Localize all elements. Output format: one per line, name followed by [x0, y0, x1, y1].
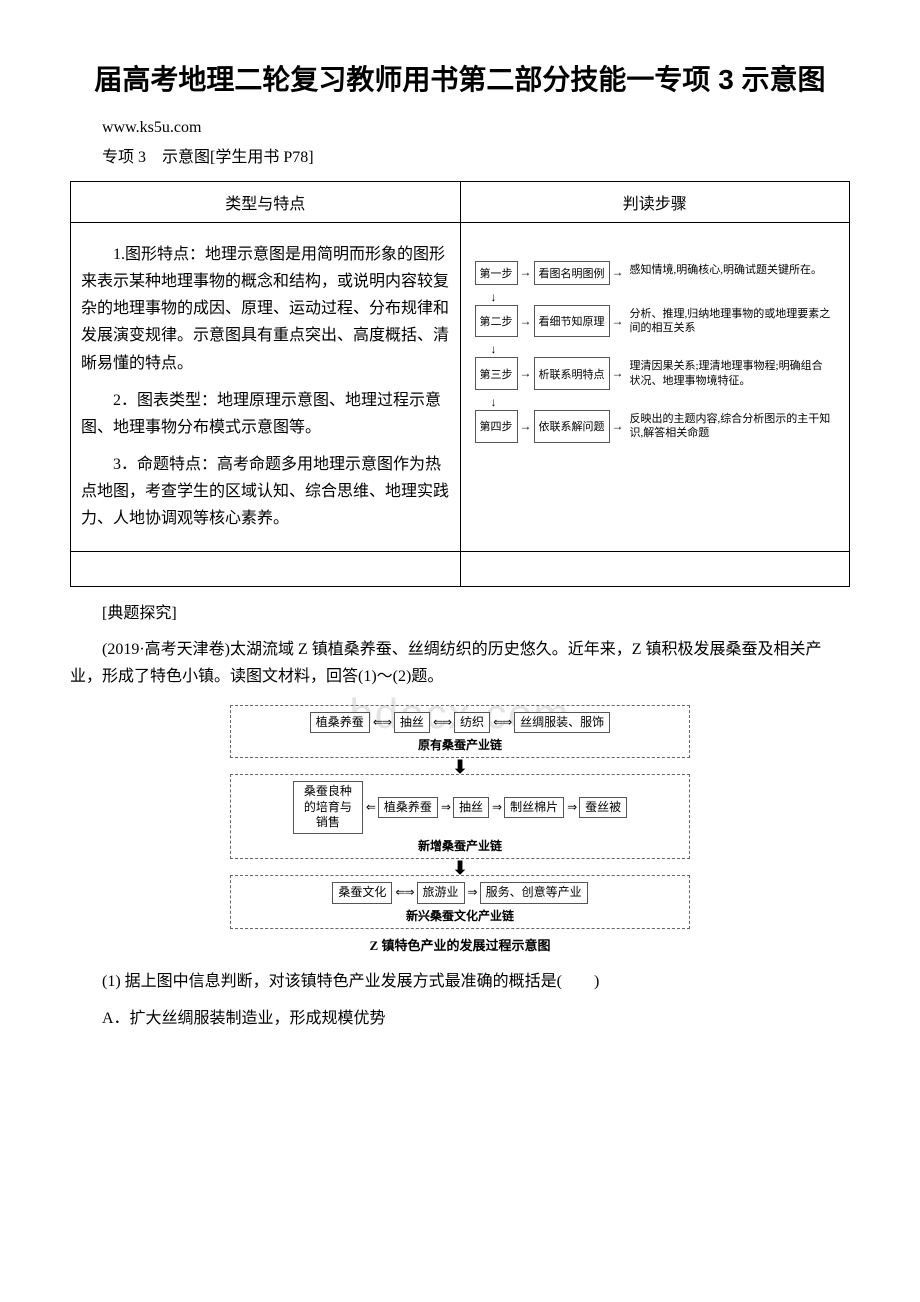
step-box-2: 第二步 — [475, 305, 518, 338]
table-header-left: 类型与特点 — [71, 181, 461, 222]
desc-box-3: 理清因果关系;理清地理事物程;明确组合状况、地理事物境特征。 — [626, 357, 836, 390]
arrow-down-icon: ↓ — [491, 394, 836, 410]
left-paragraph-1: 1.图形特点：地理示意图是用简明而形象的图形来表示某种地理事物的概念和结构，或说… — [81, 241, 450, 377]
chain-node: 纺织 — [454, 712, 490, 734]
chain-node: 服务、创意等产业 — [480, 882, 588, 904]
step-box-1: 第一步 — [475, 261, 518, 285]
chain-node: 制丝棉片 — [504, 797, 564, 819]
chain-label-3: 新兴桑蚕文化产业链 — [239, 907, 681, 924]
chain-node: 抽丝 — [453, 797, 489, 819]
left-paragraph-3: 3．命题特点：高考命题多用地理示意图作为热点地图，考查学生的区域认知、综合思维、… — [81, 451, 450, 533]
arrow-right-icon: → — [610, 261, 626, 285]
arrow-right-icon: → — [610, 410, 626, 443]
arrow-right-icon: → — [518, 305, 534, 338]
chain-node: 丝绸服装、服饰 — [514, 712, 610, 734]
empty-cell-left — [71, 551, 461, 586]
action-box-4: 依联系解问题 — [534, 410, 610, 443]
left-arrow-icon: ⇐ — [363, 800, 378, 815]
bidir-arrow-icon: ⇐⇒ — [392, 885, 416, 900]
diagram-caption: Z 镇特色产业的发展过程示意图 — [230, 935, 690, 954]
desc-box-2: 分析、推理,归纳地理事物的或地理要素之间的相互关系 — [626, 305, 836, 338]
right-arrow-icon: ⇒ — [438, 800, 453, 815]
source-url-text: www.ks5u.com — [70, 119, 850, 137]
flow-row-3: 第三步 → 析联系明特点 → 理清因果关系;理清地理事物程;明确组合状况、地理事… — [475, 357, 836, 390]
chain-node: 植桑养蚕 — [378, 797, 438, 819]
action-box-1: 看图名明图例 — [534, 261, 610, 285]
bidir-arrow-icon: ⇐⇒ — [430, 715, 454, 730]
chain-node: 旅游业 — [417, 882, 465, 904]
empty-cell-right — [460, 551, 850, 586]
table-left-cell: 1.图形特点：地理示意图是用简明而形象的图形来表示某种地理事物的概念和结构，或说… — [71, 222, 461, 551]
arrow-right-icon: → — [610, 357, 626, 390]
arrow-right-icon: → — [610, 305, 626, 338]
right-arrow-icon: ⇒ — [465, 885, 480, 900]
question-1: (1) 据上图中信息判断，对该镇特色产业发展方式最准确的概括是( ) — [70, 968, 850, 995]
chain-node: 蚕丝被 — [579, 797, 627, 819]
chain-block-3: 桑蚕文化 ⇐⇒ 旅游业 ⇒ 服务、创意等产业 新兴桑蚕文化产业链 — [230, 875, 690, 929]
chain-block-1: 植桑养蚕 ⇐⇒ 抽丝 ⇐⇒ 纺织 ⇐⇒ 丝绸服装、服饰 原有桑蚕产业链 — [230, 705, 690, 759]
flow-row-4: 第四步 → 依联系解问题 → 反映出的主题内容,综合分析图示的主干知识,解答相关… — [475, 410, 836, 443]
step-box-4: 第四步 — [475, 410, 518, 443]
main-table: 类型与特点 判读步骤 1.图形特点：地理示意图是用简明而形象的图形来表示某种地理… — [70, 181, 850, 587]
desc-box-4: 反映出的主题内容,综合分析图示的主干知识,解答相关命题 — [626, 410, 836, 443]
example-intro: (2019·高考天津卷)太湖流域 Z 镇植桑养蚕、丝绸纺织的历史悠久。近年来，Z… — [70, 636, 850, 690]
arrow-right-icon: → — [518, 357, 534, 390]
table-header-right: 判读步骤 — [460, 181, 850, 222]
chain-node: 桑蚕文化 — [332, 882, 392, 904]
subtitle: 专项 3 示意图[学生用书 P78] — [70, 145, 850, 171]
action-box-3: 析联系明特点 — [534, 357, 610, 390]
flow-row-2: 第二步 → 看细节知原理 → 分析、推理,归纳地理事物的或地理要素之间的相互关系 — [475, 305, 836, 338]
flow-diagram: 第一步 → 看图名明图例 → 感知情境,明确核心,明确试题关键所在。 ↓ 第二步… — [471, 231, 840, 457]
chain-node: 桑蚕良种的培育与销售 — [293, 781, 363, 834]
option-a: A．扩大丝绸服装制造业，形成规模优势 — [70, 1005, 850, 1032]
desc-box-1: 感知情境,明确核心,明确试题关键所在。 — [626, 261, 836, 285]
arrow-right-icon: → — [518, 261, 534, 285]
right-arrow-icon: ⇒ — [489, 800, 504, 815]
action-box-2: 看细节知原理 — [534, 305, 610, 338]
chain-block-2: 桑蚕良种的培育与销售 ⇐ 植桑养蚕 ⇒ 抽丝 ⇒ 制丝棉片 ⇒ 蚕丝被 新增桑蚕… — [230, 774, 690, 859]
chain-diagram: 植桑养蚕 ⇐⇒ 抽丝 ⇐⇒ 纺织 ⇐⇒ 丝绸服装、服饰 原有桑蚕产业链 ⬇ 桑蚕… — [230, 705, 690, 954]
chain-label-1: 原有桑蚕产业链 — [239, 736, 681, 753]
step-box-3: 第三步 — [475, 357, 518, 390]
page-title: 届高考地理二轮复习教师用书第二部分技能一专项 3 示意图 — [70, 60, 850, 99]
table-right-cell: 第一步 → 看图名明图例 → 感知情境,明确核心,明确试题关键所在。 ↓ 第二步… — [460, 222, 850, 551]
arrow-down-icon: ↓ — [491, 341, 836, 357]
right-arrow-icon: ⇒ — [564, 800, 579, 815]
bidir-arrow-icon: ⇐⇒ — [490, 715, 514, 730]
left-paragraph-2: 2．图表类型：地理原理示意图、地理过程示意图、地理事物分布模式示意图等。 — [81, 387, 450, 441]
arrow-down-icon: ↓ — [491, 289, 836, 305]
chain-label-2: 新增桑蚕产业链 — [239, 837, 681, 854]
chain-node: 抽丝 — [394, 712, 430, 734]
example-heading: [典题探究] — [70, 601, 850, 627]
bidir-arrow-icon: ⇐⇒ — [370, 715, 394, 730]
flow-row-1: 第一步 → 看图名明图例 → 感知情境,明确核心,明确试题关键所在。 — [475, 261, 836, 285]
chain-node: 植桑养蚕 — [310, 712, 370, 734]
arrow-right-icon: → — [518, 410, 534, 443]
